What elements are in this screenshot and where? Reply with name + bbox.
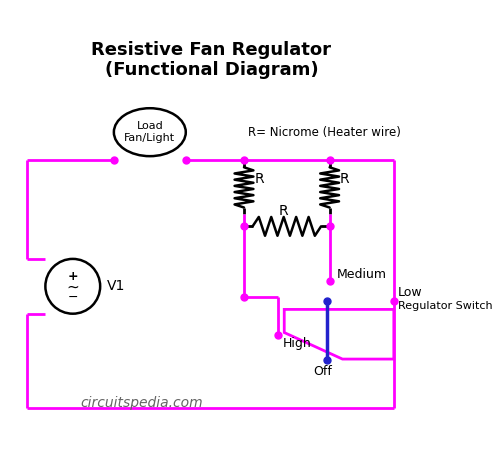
Text: High: High [283,337,311,350]
Text: Medium: Medium [336,268,386,281]
Text: Low: Low [398,286,423,299]
Text: R= Nicrome (Heater wire): R= Nicrome (Heater wire) [248,126,401,139]
Text: ~: ~ [66,280,79,295]
Text: circuitspedia.com: circuitspedia.com [80,396,203,410]
Ellipse shape [114,108,186,156]
Polygon shape [284,310,394,359]
Text: Load: Load [136,121,163,131]
Text: R: R [254,172,264,186]
Text: +: + [68,271,78,283]
Text: Fan/Light: Fan/Light [124,133,175,143]
Text: R: R [340,172,350,186]
Text: −: − [68,291,78,304]
Text: Off: Off [313,365,332,378]
Text: V1: V1 [107,280,125,293]
Text: (Functional Diagram): (Functional Diagram) [105,61,318,79]
Text: Regulator Switch: Regulator Switch [398,301,493,311]
Text: R: R [278,204,288,218]
Text: Resistive Fan Regulator: Resistive Fan Regulator [91,41,331,59]
